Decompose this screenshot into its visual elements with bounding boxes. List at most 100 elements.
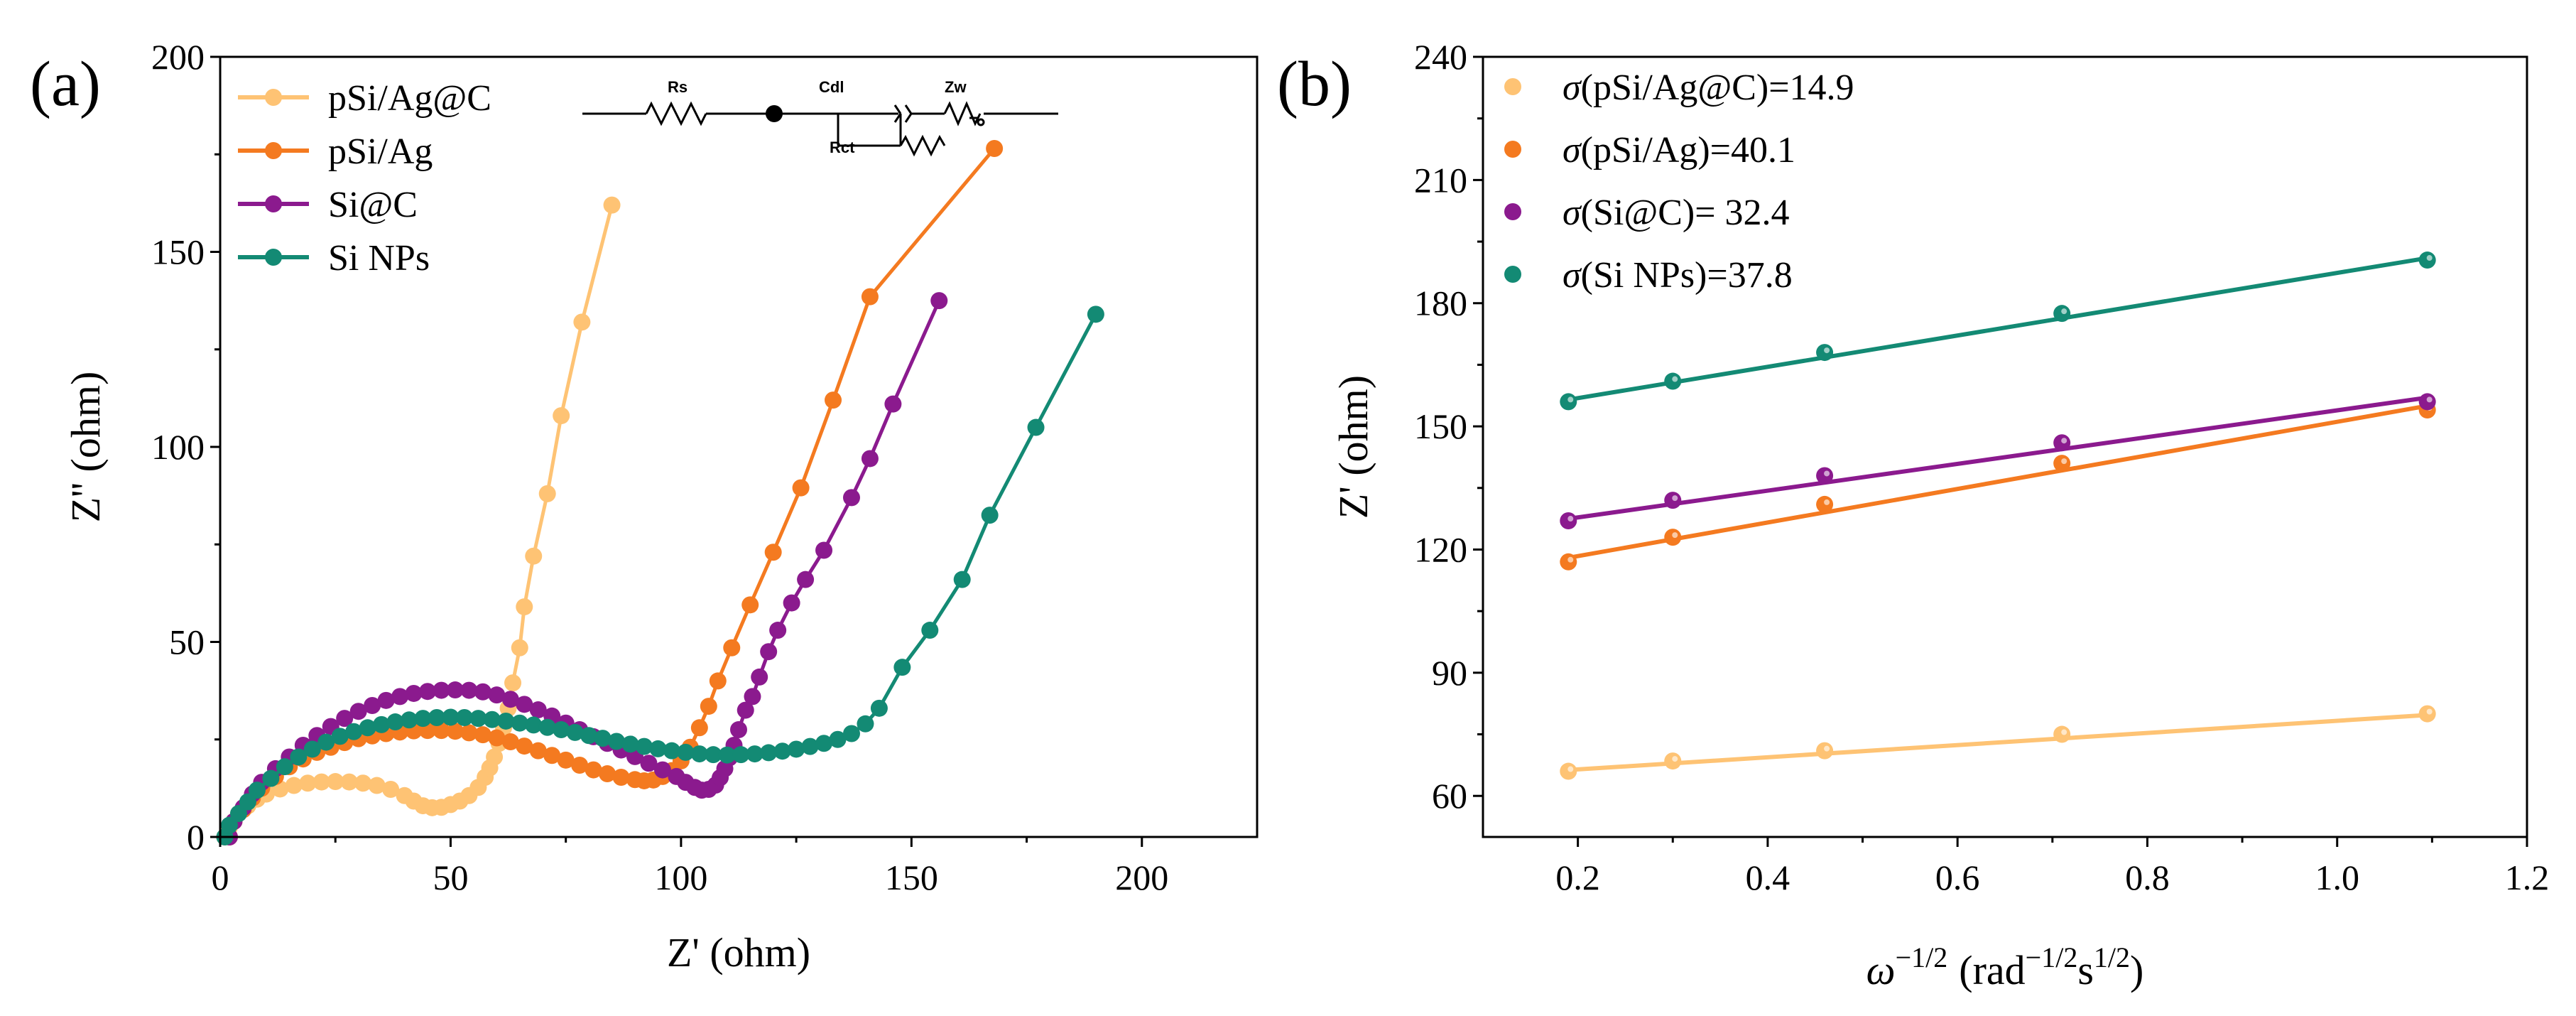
data-point	[870, 699, 888, 717]
data-point	[2418, 393, 2436, 411]
fit-line	[1567, 256, 2428, 402]
data-point-highlight	[2426, 708, 2433, 715]
data-point	[529, 701, 547, 719]
data-point	[469, 710, 487, 728]
data-point	[525, 716, 543, 734]
fit-line	[1568, 713, 2428, 772]
y-tick-label: 0	[187, 817, 205, 857]
fit-line	[1567, 395, 2428, 521]
data-point	[414, 710, 432, 728]
data-point	[815, 541, 833, 559]
data-point	[220, 816, 238, 834]
data-point	[801, 737, 819, 755]
data-point	[373, 715, 391, 733]
data-point	[2053, 725, 2071, 743]
data-point	[608, 733, 626, 750]
x-tick-label: 50	[433, 858, 468, 897]
data-point	[930, 292, 948, 310]
x-tick-label: 0.2	[1555, 858, 1600, 897]
data-point	[327, 773, 344, 791]
data-point	[730, 721, 747, 739]
data-point-highlight	[1824, 347, 1830, 354]
data-point	[2053, 434, 2071, 452]
data-point-highlight	[2061, 308, 2067, 315]
legend-label: pSi/Ag@C	[328, 78, 491, 119]
data-point	[573, 313, 591, 331]
data-point	[744, 688, 761, 706]
data-point-highlight	[1824, 470, 1830, 477]
y-tick-label: 180	[1414, 283, 1467, 323]
data-point	[405, 684, 423, 702]
panel-a-plot-area	[216, 140, 1104, 845]
data-point	[368, 777, 386, 794]
data-point-highlight	[2061, 458, 2067, 465]
data-point	[538, 485, 556, 502]
data-point	[773, 742, 791, 760]
data-point	[640, 755, 658, 772]
data-point	[285, 777, 303, 794]
data-point	[953, 571, 971, 588]
data-point-highlight	[1824, 499, 1830, 505]
data-point	[1664, 529, 1682, 546]
data-point	[884, 395, 902, 413]
panel-a-y-axis-title: Z'' (ohm)	[63, 372, 109, 523]
data-point	[2053, 455, 2071, 472]
data-point	[262, 769, 280, 787]
x-tick-label: 0.6	[1935, 858, 1980, 897]
data-point	[419, 683, 436, 701]
panel-b-x-axis-title: ω−1/2 (rad−1/2s1/2)	[1866, 941, 2144, 993]
data-point	[377, 691, 395, 709]
legend-label: σ(Si@C)= 32.4	[1563, 193, 1790, 233]
data-point	[345, 723, 363, 740]
data-point-highlight	[2426, 255, 2433, 261]
data-point	[1664, 752, 1682, 770]
panel-a-ticks: 0 50 100 150 200 0 50 100 150 200	[151, 37, 1168, 897]
data-point-highlight	[1672, 532, 1678, 539]
data-point	[783, 594, 800, 612]
panel-b-legend: σ(pSi/Ag@C)=14.9 σ(pSi/Ag)=40.1 σ(Si@C)= 3…	[1504, 67, 1854, 296]
data-point	[497, 712, 515, 730]
data-point	[504, 674, 522, 692]
y-tick-label: 150	[1414, 406, 1467, 446]
data-point-highlight	[1567, 396, 1574, 403]
data-point	[741, 596, 759, 614]
data-point	[488, 686, 506, 704]
x-axis-title-units-s-exp: 1/2	[2094, 941, 2130, 973]
circuit-label-rct: Rct	[830, 139, 855, 156]
legend-label: σ(Si NPs)=37.8	[1563, 255, 1793, 296]
data-point	[723, 639, 741, 656]
equivalent-circuit-diagram	[582, 101, 1058, 157]
data-point	[566, 723, 584, 741]
data-point	[299, 774, 317, 792]
x-tick-label: 200	[1115, 858, 1168, 897]
legend-label: pSi/Ag	[328, 131, 433, 172]
data-point-highlight	[1672, 376, 1678, 382]
series-pSi_Ag_C	[1560, 705, 2436, 780]
data-point	[553, 407, 570, 425]
x-tick-label: 1.2	[2505, 858, 2550, 897]
data-point	[653, 761, 671, 779]
data-point	[764, 544, 782, 561]
data-point	[594, 730, 612, 747]
data-point	[603, 196, 621, 214]
x-axis-title-units-exp: −1/2	[2026, 941, 2078, 973]
data-point	[842, 725, 860, 742]
data-point	[391, 688, 409, 706]
data-point	[382, 781, 400, 799]
panel-b-label: (b)	[1277, 49, 1352, 119]
data-point	[612, 769, 630, 787]
data-point	[364, 696, 381, 714]
data-point	[516, 737, 533, 755]
panel-b: (b) 0.2 0.4 0.6 0.8 1.0 1.2 60 90 120 150 180 210 24…	[1277, 37, 2549, 993]
legend-marker	[1504, 266, 1521, 283]
legend-marker	[265, 195, 282, 212]
data-point-highlight	[1672, 756, 1678, 762]
panel-b-ticks: 0.2 0.4 0.6 0.8 1.0 1.2 60 90 120 150 180 210 240	[1414, 37, 2549, 897]
data-point	[621, 735, 639, 753]
data-point	[486, 748, 504, 766]
x-tick-label: 1.0	[2315, 858, 2359, 897]
legend-label: Si@C	[328, 185, 418, 225]
x-tick-label: 0	[212, 858, 229, 897]
y-tick-label: 120	[1414, 529, 1467, 569]
